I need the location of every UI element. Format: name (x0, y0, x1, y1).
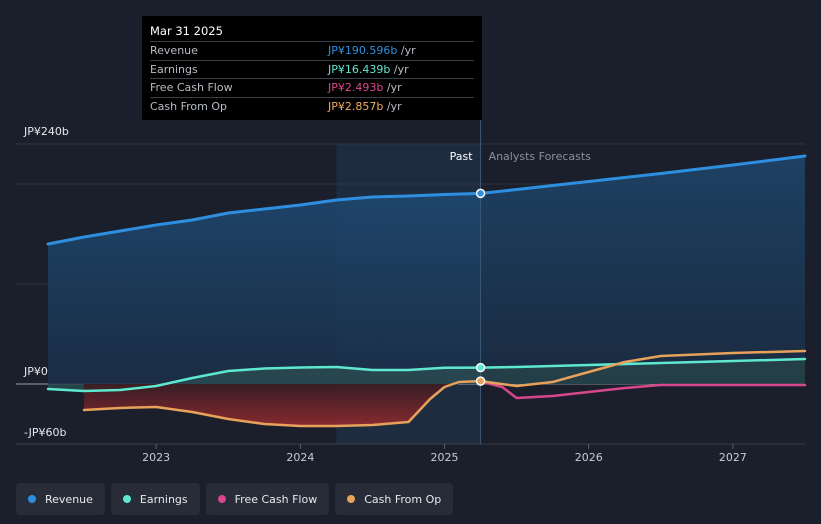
tooltip-row-earnings: Earnings JP¥16.439b /yr (150, 59, 474, 79)
tooltip-value: JP¥190.596b /yr (328, 44, 416, 57)
legend-item-free-cash-flow[interactable]: Free Cash Flow (205, 483, 330, 515)
x-tick-label: 2024 (286, 451, 314, 464)
tooltip-label: Cash From Op (150, 99, 228, 113)
tooltip-label: Revenue (150, 44, 198, 57)
legend-label: Free Cash Flow (234, 492, 318, 506)
legend-item-revenue[interactable]: Revenue (16, 483, 105, 515)
tooltip-row-cash-from-op: Cash From Op JP¥2.857b /yr (150, 96, 474, 116)
tooltip: Mar 31 2025 Revenue JP¥190.596b /yr Earn… (142, 16, 482, 120)
free-cash-flow-dot-icon (217, 495, 226, 503)
data-point-marker (475, 188, 486, 199)
tooltip-value: JP¥2.857b /yr (328, 99, 402, 113)
legend-label: Revenue (45, 492, 93, 506)
tooltip-label: Earnings (150, 62, 198, 76)
cash-from-op-line (82, 349, 807, 428)
data-point-marker (475, 376, 486, 386)
legend-label: Earnings (139, 492, 188, 506)
free-cash-flow-line (479, 380, 807, 400)
tooltip-date: Mar 31 2025 (150, 24, 223, 38)
line-chart[interactable]: Past Analysts Forecasts JP¥240b JP¥0 -JP¥60b… (0, 0, 821, 480)
x-tick-label: 2026 (575, 451, 603, 464)
revenue-dot-icon (28, 495, 36, 503)
tooltip-row-revenue: Revenue JP¥190.596b /yr (150, 41, 474, 60)
data-point-marker (475, 362, 486, 373)
x-tick-label: 2025 (431, 451, 459, 464)
x-tick-label: 2027 (719, 451, 747, 464)
earnings-line (46, 357, 807, 393)
earnings-area (48, 359, 805, 391)
cash-from-op-negative-area (84, 384, 481, 426)
tooltip-value: JP¥16.439b /yr (328, 62, 409, 76)
legend-item-earnings[interactable]: Earnings (110, 483, 200, 515)
forecast-overlay (480, 144, 805, 444)
x-tick-label: 2023 (142, 451, 170, 464)
cash-from-op-dot-icon (347, 495, 356, 503)
legend-label: Cash From Op (364, 492, 442, 506)
tooltip-label: Free Cash Flow (150, 81, 233, 94)
earnings-dot-icon (122, 495, 131, 503)
tooltip-value: JP¥2.493b /yr (328, 81, 402, 94)
revenue-line (46, 154, 807, 246)
y-tick-label: -JP¥60b (24, 426, 66, 439)
legend: Revenue Earnings Free Cash Flow Cash Fro… (16, 483, 454, 515)
legend-item-cash-from-op[interactable]: Cash From Op (335, 483, 454, 515)
y-tick-label: JP¥0 (23, 365, 48, 378)
past-label: Past (450, 150, 474, 163)
forecast-label: Analysts Forecasts (489, 150, 592, 163)
y-tick-label: JP¥240b (23, 125, 69, 138)
tooltip-row-free-cash-flow: Free Cash Flow JP¥2.493b /yr (150, 78, 474, 97)
